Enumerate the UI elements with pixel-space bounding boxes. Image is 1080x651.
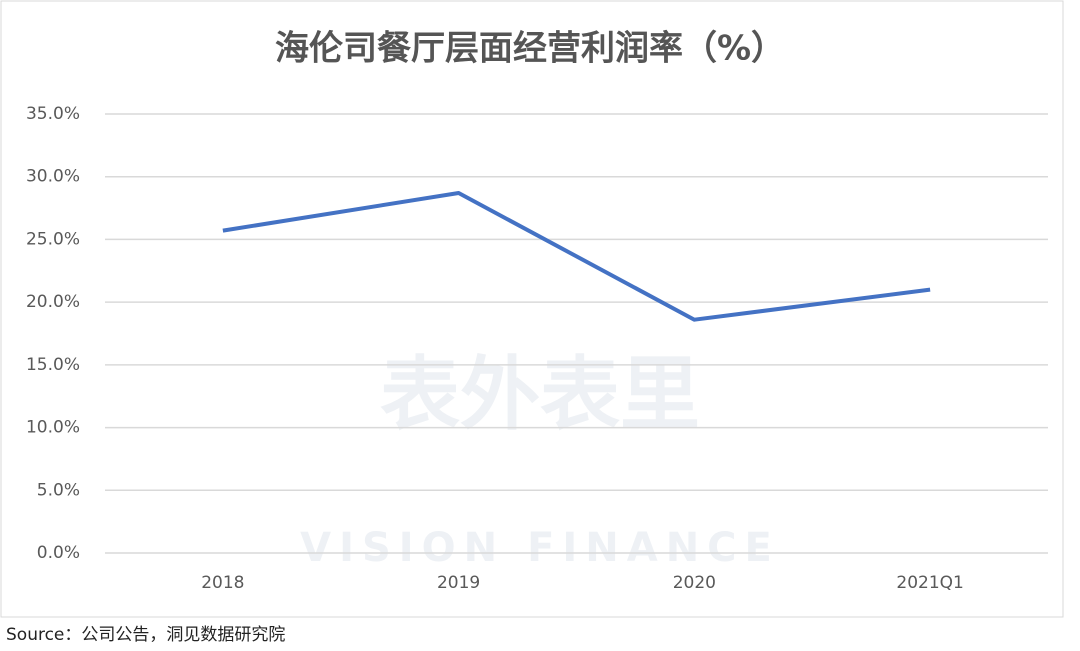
- y-tick-label: 25.0%: [26, 229, 80, 249]
- x-tick-label: 2020: [673, 573, 716, 593]
- watermark-subtitle: VISION FINANCE: [300, 525, 780, 571]
- y-tick-label: 15.0%: [26, 355, 80, 375]
- x-tick-label: 2018: [201, 573, 244, 593]
- chart-frame: [0, 0, 1064, 618]
- y-tick-label: 0.0%: [37, 543, 80, 563]
- source-note: Source：公司公告，洞见数据研究院: [6, 625, 285, 645]
- watermark-title: 表外表里: [380, 348, 700, 441]
- y-tick-label: 20.0%: [26, 292, 80, 312]
- y-tick-label: 5.0%: [37, 480, 80, 500]
- y-tick-label: 10.0%: [26, 418, 80, 438]
- y-tick-label: 30.0%: [26, 167, 80, 187]
- chart-title: 海伦司餐厅层面经营利润率（%）: [275, 29, 785, 69]
- x-tick-label: 2019: [437, 573, 480, 593]
- x-tick-label: 2021Q1: [896, 573, 963, 593]
- y-tick-label: 35.0%: [26, 104, 80, 124]
- line-series: [222, 191, 931, 322]
